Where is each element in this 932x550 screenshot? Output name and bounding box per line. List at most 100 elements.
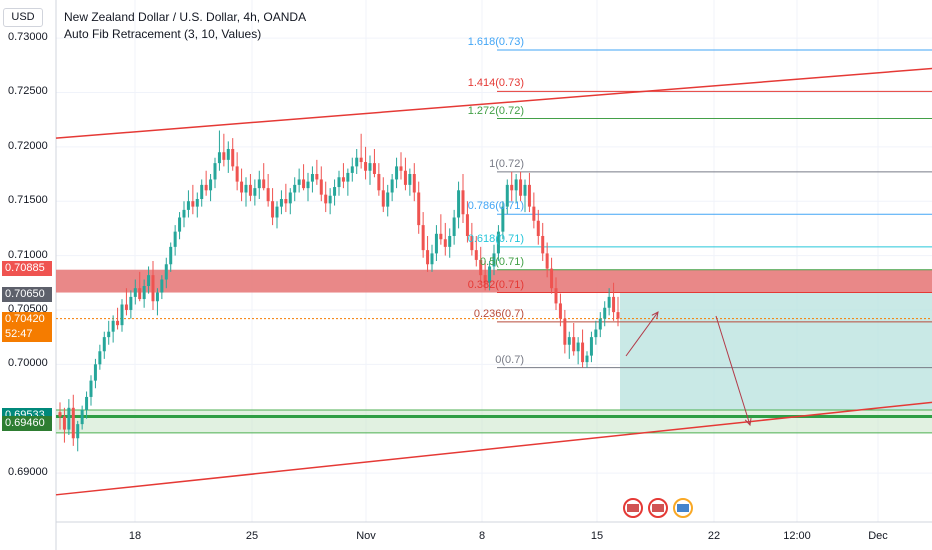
candle-body	[576, 342, 580, 352]
candle-body	[563, 318, 567, 345]
arrow-down-head	[744, 418, 752, 427]
candle-body	[262, 179, 266, 189]
candle-body	[368, 163, 372, 171]
candle-body	[616, 312, 620, 319]
candle-body	[186, 201, 190, 210]
price-tag: 0.70420	[2, 311, 52, 327]
candle-body	[457, 190, 461, 218]
fib-level-label: 1.414(0.73)	[467, 77, 524, 90]
candle-body	[98, 351, 102, 365]
candle-body	[523, 184, 527, 196]
candle-body	[421, 225, 425, 251]
candle-body	[67, 407, 71, 430]
candle-body	[310, 174, 314, 182]
candle-body	[279, 199, 283, 207]
candle-body	[550, 268, 554, 289]
candle-body	[434, 233, 438, 254]
candle-body	[603, 307, 607, 319]
fib-level-label: 0(0.7)	[495, 353, 524, 366]
candle-body	[426, 250, 430, 265]
candle-body	[204, 184, 208, 191]
price-tag: 0.69460	[2, 416, 52, 432]
candle-body	[567, 337, 571, 345]
candle-body	[399, 166, 403, 171]
candle-body	[116, 320, 120, 326]
x-tick-label: Nov	[356, 530, 376, 542]
candle-body	[324, 194, 328, 204]
chart-title: New Zealand Dollar / U.S. Dollar, 4h, OA…	[64, 10, 307, 24]
x-tick-label: Dec	[868, 530, 888, 542]
candle-body	[474, 250, 478, 260]
candle-body	[266, 188, 270, 202]
candle-body	[76, 424, 80, 439]
candle-body	[293, 184, 297, 193]
candle-body	[71, 407, 75, 439]
candle-body	[390, 179, 394, 193]
y-tick-label: 0.73000	[8, 31, 48, 44]
candle-body	[372, 163, 376, 174]
fib-level-label: 0.382(0.71)	[467, 278, 524, 291]
candle-body	[381, 190, 385, 207]
x-tick-label: 25	[245, 530, 259, 542]
candle-body	[288, 192, 292, 204]
candle-body	[519, 179, 523, 196]
candle-body	[222, 152, 226, 160]
candle-body	[306, 181, 310, 189]
candle-body	[191, 201, 195, 207]
candle-body	[483, 275, 487, 283]
candle-body	[328, 195, 332, 204]
candle-body	[554, 288, 558, 304]
candle-body	[350, 166, 354, 173]
candle-body	[111, 320, 115, 332]
candle-body	[200, 184, 204, 200]
candle-body	[496, 231, 500, 254]
x-tick-label: 18	[128, 530, 142, 542]
price-tag: 52:47	[2, 326, 52, 342]
candle-body	[443, 239, 447, 247]
candle-body	[142, 286, 146, 300]
candle-body	[62, 416, 66, 430]
candle-body	[337, 177, 341, 188]
fib-level-label: 0.618(0.71)	[467, 232, 524, 245]
target-zone	[620, 292, 932, 410]
candle-body	[598, 318, 602, 330]
price-tag: 0.70885	[2, 261, 52, 277]
candle-body	[235, 166, 239, 182]
y-tick-label: 0.71000	[8, 248, 48, 261]
candle-body	[395, 166, 399, 180]
y-tick-label: 0.72500	[8, 85, 48, 98]
candle-body	[124, 304, 128, 310]
candle-body	[448, 235, 452, 247]
candle-body	[585, 355, 589, 363]
candle-body	[164, 264, 168, 280]
candle-body	[240, 181, 244, 193]
candle-body	[541, 235, 545, 254]
price-tag: 0.70650	[2, 286, 52, 302]
candle-body	[133, 288, 137, 297]
candle-body	[195, 199, 199, 207]
candle-body	[532, 206, 536, 221]
indicator-label[interactable]: Auto Fib Retracement (3, 10, Values)	[64, 27, 262, 41]
candle-body	[155, 292, 159, 302]
candle-body	[58, 412, 62, 417]
candle-body	[612, 296, 616, 313]
candle-body	[129, 296, 133, 310]
candle-body	[492, 253, 496, 267]
candle-body	[248, 184, 252, 196]
candle-body	[257, 179, 261, 189]
candle-body	[403, 170, 407, 185]
candle-body	[302, 179, 306, 189]
candle-body	[275, 206, 279, 218]
currency-button[interactable]: USD	[3, 8, 43, 27]
candle-body	[346, 172, 350, 182]
candle-body	[120, 304, 124, 326]
candle-body	[589, 337, 593, 356]
candle-body	[461, 190, 465, 215]
y-tick-label: 0.70000	[8, 357, 48, 370]
x-tick-label: 15	[590, 530, 604, 542]
candle-body	[107, 331, 111, 338]
candle-body	[386, 192, 390, 207]
arrow-up	[625, 311, 659, 357]
